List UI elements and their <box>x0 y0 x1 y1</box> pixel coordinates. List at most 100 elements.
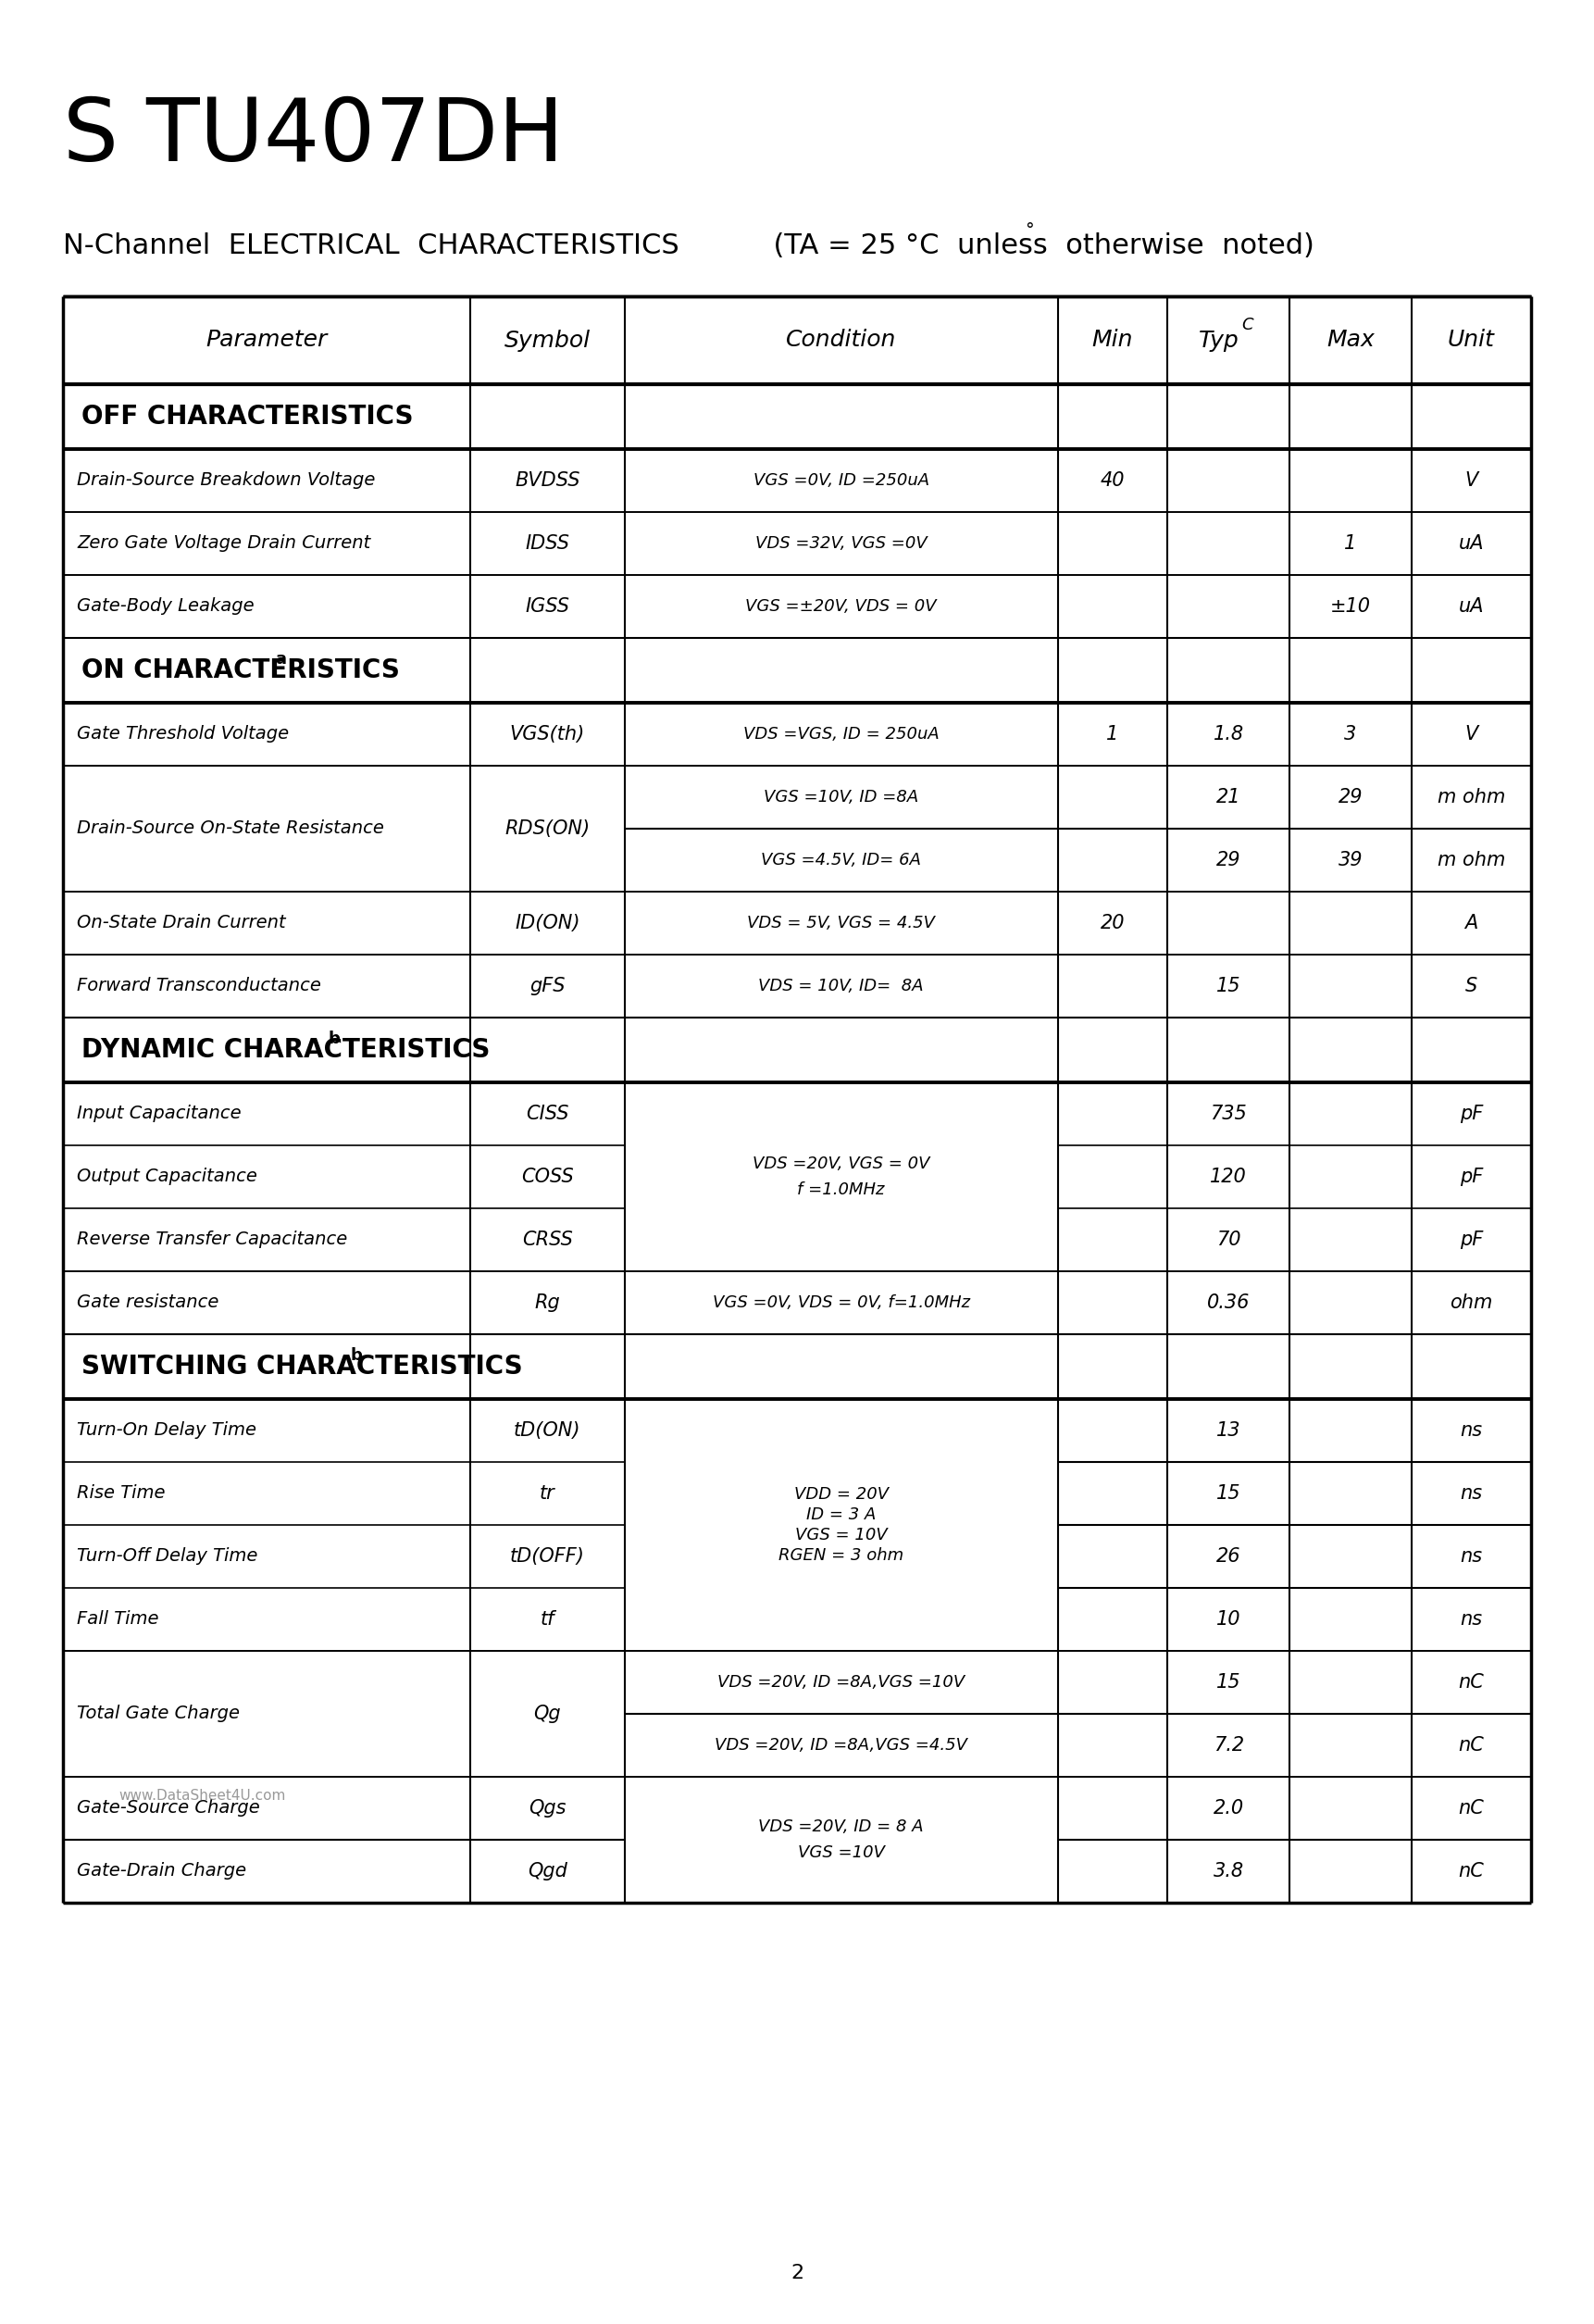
Text: 3: 3 <box>1344 725 1356 744</box>
Text: gFS: gFS <box>529 976 566 995</box>
Text: Gate-Drain Charge: Gate-Drain Charge <box>77 1862 247 1880</box>
Text: b: b <box>351 1348 362 1364</box>
Text: V: V <box>1465 472 1478 490</box>
Text: CISS: CISS <box>526 1104 569 1122</box>
Text: 735: 735 <box>1210 1104 1247 1122</box>
Text: Condition: Condition <box>786 330 896 351</box>
Text: 29: 29 <box>1216 851 1240 869</box>
Text: VGS(th): VGS(th) <box>510 725 585 744</box>
Text: nC: nC <box>1459 1673 1484 1692</box>
Text: C: C <box>1242 316 1253 335</box>
Text: RGEN = 3 ohm: RGEN = 3 ohm <box>778 1548 904 1564</box>
Text: 13: 13 <box>1216 1422 1240 1441</box>
Text: 39: 39 <box>1339 851 1363 869</box>
Text: VGS =0V, VDS = 0V, f=1.0MHz: VGS =0V, VDS = 0V, f=1.0MHz <box>713 1294 969 1311</box>
Text: 40: 40 <box>1100 472 1125 490</box>
Text: ID = 3 A: ID = 3 A <box>807 1506 877 1522</box>
Text: f =1.0MHz: f =1.0MHz <box>797 1181 885 1199</box>
Text: ns: ns <box>1460 1611 1482 1629</box>
Text: N-Channel  ELECTRICAL  CHARACTERISTICS: N-Channel ELECTRICAL CHARACTERISTICS <box>62 232 679 258</box>
Text: 15: 15 <box>1216 1673 1240 1692</box>
Text: VDS = 5V, VGS = 4.5V: VDS = 5V, VGS = 4.5V <box>748 916 936 932</box>
Text: 2.0: 2.0 <box>1213 1799 1243 1817</box>
Text: 1.8: 1.8 <box>1213 725 1243 744</box>
Text: VGS =±20V, VDS = 0V: VGS =±20V, VDS = 0V <box>746 597 937 616</box>
Text: Output Capacitance: Output Capacitance <box>77 1169 257 1185</box>
Text: tr: tr <box>540 1485 555 1504</box>
Text: Gate resistance: Gate resistance <box>77 1294 218 1311</box>
Text: 1: 1 <box>1106 725 1119 744</box>
Text: °: ° <box>1025 221 1035 239</box>
Text: Symbol: Symbol <box>504 330 590 351</box>
Text: VDS = 10V, ID=  8A: VDS = 10V, ID= 8A <box>759 978 923 995</box>
Text: VGS = 10V: VGS = 10V <box>795 1527 888 1543</box>
Text: Drain-Source Breakdown Voltage: Drain-Source Breakdown Voltage <box>77 472 375 490</box>
Text: IGSS: IGSS <box>524 597 569 616</box>
Text: A: A <box>1465 913 1478 932</box>
Text: Gate Threshold Voltage: Gate Threshold Voltage <box>77 725 289 744</box>
Text: Unit: Unit <box>1447 330 1495 351</box>
Text: S TU407DH: S TU407DH <box>62 95 564 179</box>
Text: Reverse Transfer Capacitance: Reverse Transfer Capacitance <box>77 1232 347 1248</box>
Text: Forward Transconductance: Forward Transconductance <box>77 978 320 995</box>
Text: Qgd: Qgd <box>528 1862 567 1880</box>
Text: On-State Drain Current: On-State Drain Current <box>77 913 285 932</box>
Text: 3.8: 3.8 <box>1213 1862 1243 1880</box>
Text: VDS =20V, ID =8A,VGS =4.5V: VDS =20V, ID =8A,VGS =4.5V <box>714 1736 968 1755</box>
Text: Zero Gate Voltage Drain Current: Zero Gate Voltage Drain Current <box>77 535 370 553</box>
Text: VGS =10V: VGS =10V <box>797 1845 885 1862</box>
Text: SWITCHING CHARACTERISTICS: SWITCHING CHARACTERISTICS <box>81 1353 523 1380</box>
Text: pF: pF <box>1460 1167 1482 1185</box>
Text: Min: Min <box>1092 330 1133 351</box>
Text: 29: 29 <box>1339 788 1363 806</box>
Text: Rise Time: Rise Time <box>77 1485 166 1501</box>
Text: tf: tf <box>540 1611 555 1629</box>
Text: Qg: Qg <box>534 1703 561 1722</box>
Text: V: V <box>1465 725 1478 744</box>
Text: IDSS: IDSS <box>524 535 569 553</box>
Text: b: b <box>328 1030 341 1048</box>
Text: 70: 70 <box>1216 1229 1240 1248</box>
Text: 7.2: 7.2 <box>1213 1736 1243 1755</box>
Text: (TA = 25 °C  unless  otherwise  noted): (TA = 25 °C unless otherwise noted) <box>756 232 1315 258</box>
Text: Qgs: Qgs <box>529 1799 566 1817</box>
Text: a: a <box>274 651 285 667</box>
Text: VDS =20V, VGS = 0V: VDS =20V, VGS = 0V <box>752 1155 929 1171</box>
Text: Max: Max <box>1326 330 1374 351</box>
Text: 15: 15 <box>1216 976 1240 995</box>
Text: Fall Time: Fall Time <box>77 1611 159 1629</box>
Text: ns: ns <box>1460 1485 1482 1504</box>
Text: DYNAMIC CHARACTERISTICS: DYNAMIC CHARACTERISTICS <box>81 1037 489 1062</box>
Text: Drain-Source On-State Resistance: Drain-Source On-State Resistance <box>77 820 384 837</box>
Text: VDS =20V, ID =8A,VGS =10V: VDS =20V, ID =8A,VGS =10V <box>717 1673 964 1690</box>
Text: VDS =20V, ID = 8 A: VDS =20V, ID = 8 A <box>759 1817 923 1836</box>
Text: nC: nC <box>1459 1799 1484 1817</box>
Text: ±10: ±10 <box>1329 597 1371 616</box>
Text: 15: 15 <box>1216 1485 1240 1504</box>
Text: 10: 10 <box>1216 1611 1240 1629</box>
Text: VGS =4.5V, ID= 6A: VGS =4.5V, ID= 6A <box>760 853 921 869</box>
Text: Gate-Source Charge: Gate-Source Charge <box>77 1799 260 1817</box>
Text: Turn-Off Delay Time: Turn-Off Delay Time <box>77 1548 258 1566</box>
Text: VDD = 20V: VDD = 20V <box>794 1485 888 1504</box>
Text: OFF CHARACTERISTICS: OFF CHARACTERISTICS <box>81 404 413 430</box>
Text: S: S <box>1465 976 1478 995</box>
Text: 0.36: 0.36 <box>1207 1294 1250 1313</box>
Text: ns: ns <box>1460 1422 1482 1441</box>
Text: nC: nC <box>1459 1736 1484 1755</box>
Text: nC: nC <box>1459 1862 1484 1880</box>
Text: ON CHARACTERISTICS: ON CHARACTERISTICS <box>81 658 400 683</box>
Text: uA: uA <box>1459 597 1484 616</box>
Text: m ohm: m ohm <box>1438 788 1505 806</box>
Text: VDS =32V, VGS =0V: VDS =32V, VGS =0V <box>756 535 928 551</box>
Text: BVDSS: BVDSS <box>515 472 580 490</box>
Text: VDS =VGS, ID = 250uA: VDS =VGS, ID = 250uA <box>743 725 939 744</box>
Text: Turn-On Delay Time: Turn-On Delay Time <box>77 1422 257 1439</box>
Text: 20: 20 <box>1100 913 1125 932</box>
Text: 120: 120 <box>1210 1167 1247 1185</box>
Text: tD(ON): tD(ON) <box>513 1422 580 1441</box>
Text: COSS: COSS <box>521 1167 574 1185</box>
Text: RDS(ON): RDS(ON) <box>505 820 590 839</box>
Text: VGS =10V, ID =8A: VGS =10V, ID =8A <box>764 788 918 806</box>
Text: pF: pF <box>1460 1229 1482 1248</box>
